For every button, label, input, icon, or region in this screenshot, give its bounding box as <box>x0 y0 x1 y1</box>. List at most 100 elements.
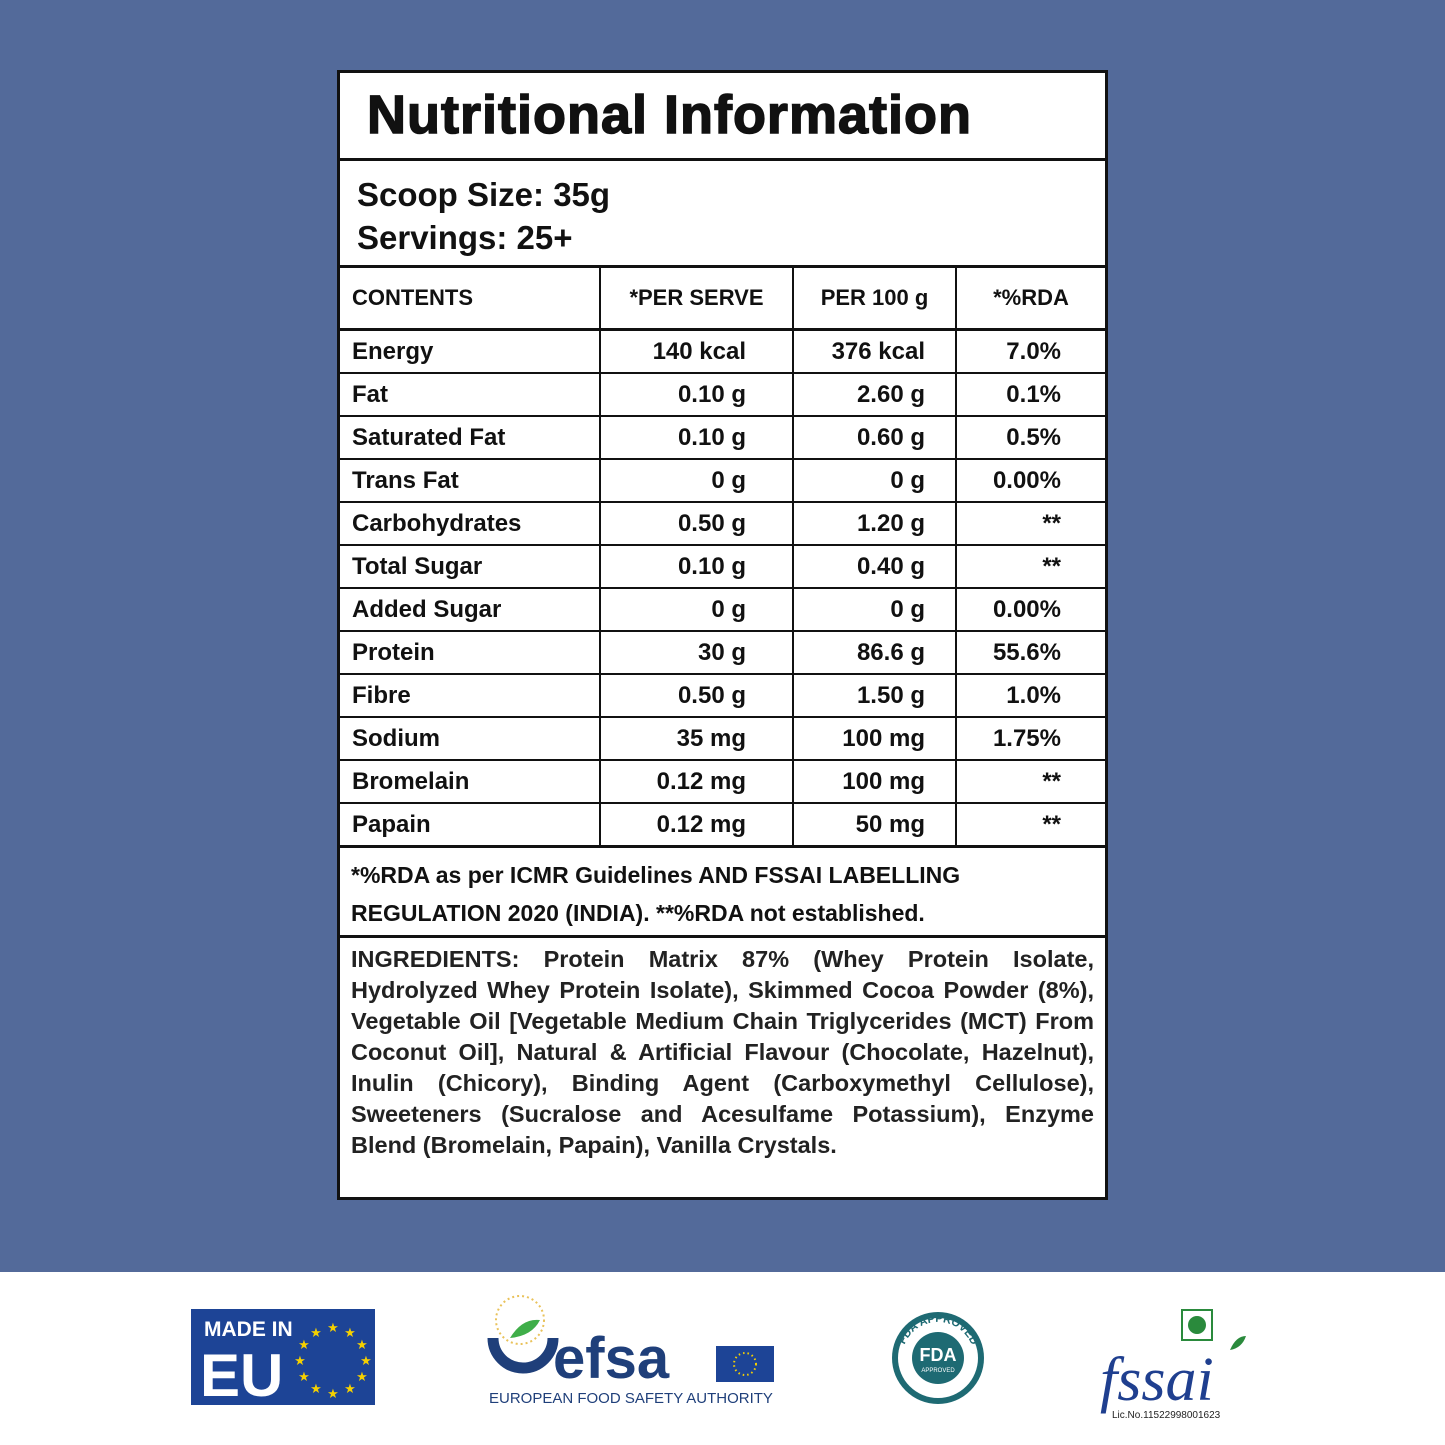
nutrient-value: 0.50 g <box>599 501 794 546</box>
serving-info: Scoop Size: 35g Servings: 25+ <box>340 161 1105 268</box>
nutrient-value: ** <box>955 501 1105 546</box>
title: Nutritional Information <box>340 73 1105 161</box>
table-row: Saturated Fat 0.10 g 0.60 g 0.5% <box>340 415 1105 460</box>
nutrient-value: 140 kcal <box>599 328 794 374</box>
svg-text:★: ★ <box>344 1326 356 1341</box>
nutrition-table: CONTENTS *PER SERVE PER 100 g *%RDA Energy 1… <box>340 268 1105 848</box>
nutrient-value: 100 mg <box>792 716 957 761</box>
nutrient-value: 1.50 g <box>792 673 957 718</box>
nutrient-value: 50 mg <box>792 802 957 848</box>
table-body: Energy 140 kcal 376 kcal 7.0% Fat 0.10 g 2.60 … <box>340 328 1105 848</box>
nutrient-name: Bromelain <box>340 759 601 804</box>
nutrient-name: Energy <box>340 328 601 374</box>
table-row: Carbohydrates 0.50 g 1.20 g ** <box>340 501 1105 546</box>
fssai-name: fssai <box>1100 1346 1214 1414</box>
nutrient-name: Trans Fat <box>340 458 601 503</box>
nutrient-value: 0 g <box>599 587 794 632</box>
eu-logo: ★ ★★★★★★★★★★★ MADE IN EU <box>191 1309 375 1409</box>
nutrient-value: 0 g <box>792 458 957 503</box>
header-row: CONTENTS *PER SERVE PER 100 g *%RDA <box>340 268 1105 331</box>
nutrient-name: Sodium <box>340 716 601 761</box>
column-header: *PER SERVE <box>599 268 794 331</box>
nutrient-name: Fat <box>340 372 601 417</box>
eu-text: MADE IN <box>204 1318 293 1341</box>
svg-text:★: ★ <box>310 1326 322 1341</box>
nutrient-value: 1.20 g <box>792 501 957 546</box>
nutrient-name: Carbohydrates <box>340 501 601 546</box>
eu-text: EU <box>200 1342 283 1409</box>
nutrient-value: 0.10 g <box>599 544 794 589</box>
nutrition-label: Nutritional Information Scoop Size: 35g … <box>337 70 1108 1200</box>
nutrient-value: ** <box>955 759 1105 804</box>
nutrient-value: 1.0% <box>955 673 1105 718</box>
nutrient-value: 0.10 g <box>599 372 794 417</box>
table-row: Energy 140 kcal 376 kcal 7.0% <box>340 328 1105 374</box>
nutrient-value: 0.50 g <box>599 673 794 718</box>
nutrient-value: 1.75% <box>955 716 1105 761</box>
fda-sub: APPROVED <box>921 1368 955 1374</box>
nutrient-value: 55.6% <box>955 630 1105 675</box>
nutrient-value: 2.60 g <box>792 372 957 417</box>
nutrient-value: 0.12 mg <box>599 759 794 804</box>
nutrient-value: 100 mg <box>792 759 957 804</box>
nutrient-value: 0.00% <box>955 458 1105 503</box>
nutrient-name: Saturated Fat <box>340 415 601 460</box>
svg-text:★: ★ <box>327 1321 339 1336</box>
table-row: Papain 0.12 mg 50 mg ** <box>340 802 1105 848</box>
table-row: Bromelain 0.12 mg 100 mg ** <box>340 759 1105 804</box>
nutrient-value: 7.0% <box>955 328 1105 374</box>
nutrient-value: 0.60 g <box>792 415 957 460</box>
fssai-logo: fssai Lic.No.11522998001623 <box>1100 1309 1246 1421</box>
nutrient-value: 376 kcal <box>792 328 957 374</box>
nutrient-value: ** <box>955 802 1105 848</box>
svg-text:★: ★ <box>298 1370 310 1385</box>
nutrient-name: Fibre <box>340 673 601 718</box>
certification-logos: ★ ★★★★★★★★★★★ MADE IN EU efsa EUROPEAN FO… <box>191 1295 1246 1421</box>
svg-text:★: ★ <box>344 1382 356 1397</box>
nutrient-value: ** <box>955 544 1105 589</box>
footnote-line: REGULATION 2020 (INDIA). **%RDA not esta… <box>351 900 925 926</box>
efsa-caption: EUROPEAN FOOD SAFETY AUTHORITY <box>489 1390 773 1407</box>
table-row: Total Sugar 0.10 g 0.40 g ** <box>340 544 1105 589</box>
svg-text:★: ★ <box>327 1387 339 1402</box>
table-row: Fibre 0.50 g 1.50 g 1.0% <box>340 673 1105 718</box>
nutrient-value: 0.1% <box>955 372 1105 417</box>
servings: Servings: 25+ <box>357 219 573 256</box>
scoop-size: Scoop Size: 35g <box>357 176 611 213</box>
nutrient-value: 0.12 mg <box>599 802 794 848</box>
svg-text:★: ★ <box>310 1382 322 1397</box>
fda-center: FDA <box>920 1345 957 1365</box>
nutrient-value: 0.10 g <box>599 415 794 460</box>
ingredients: INGREDIENTS: Protein Matrix 87% (Whey Pr… <box>351 946 1094 1158</box>
footnote: *%RDA as per ICMR Guidelines AND FSSAI L… <box>340 848 1105 938</box>
footnote-line: *%RDA as per ICMR Guidelines AND FSSAI L… <box>351 862 961 888</box>
column-header: *%RDA <box>955 268 1105 331</box>
nutrient-value: 0 g <box>599 458 794 503</box>
efsa-name: efsa <box>553 1326 670 1391</box>
efsa-logo: efsa EUROPEAN FOOD SAFETY AUTHORITY <box>487 1295 774 1407</box>
fssai-license: Lic.No.11522998001623 <box>1112 1410 1221 1421</box>
svg-text:★: ★ <box>294 1354 306 1369</box>
nutrient-value: 30 g <box>599 630 794 675</box>
nutrient-name: Total Sugar <box>340 544 601 589</box>
nutrient-value: 0 g <box>792 587 957 632</box>
nutrient-value: 35 mg <box>599 716 794 761</box>
nutrient-name: Protein <box>340 630 601 675</box>
column-header: CONTENTS <box>340 268 601 331</box>
svg-text:★: ★ <box>298 1338 310 1353</box>
nutrient-value: 0.40 g <box>792 544 957 589</box>
fda-logo: FDA APPROVED FDA APPROVED <box>892 1312 984 1404</box>
svg-text:★: ★ <box>360 1354 372 1369</box>
nutrient-value: 0.00% <box>955 587 1105 632</box>
column-header: PER 100 g <box>792 268 957 331</box>
svg-text:★: ★ <box>356 1338 368 1353</box>
nutrient-name: Papain <box>340 802 601 848</box>
nutrient-value: 86.6 g <box>792 630 957 675</box>
nutrient-name: Added Sugar <box>340 587 601 632</box>
nutrient-value: 0.5% <box>955 415 1105 460</box>
svg-text:★: ★ <box>356 1370 368 1385</box>
table-row: Sodium 35 mg 100 mg 1.75% <box>340 716 1105 761</box>
